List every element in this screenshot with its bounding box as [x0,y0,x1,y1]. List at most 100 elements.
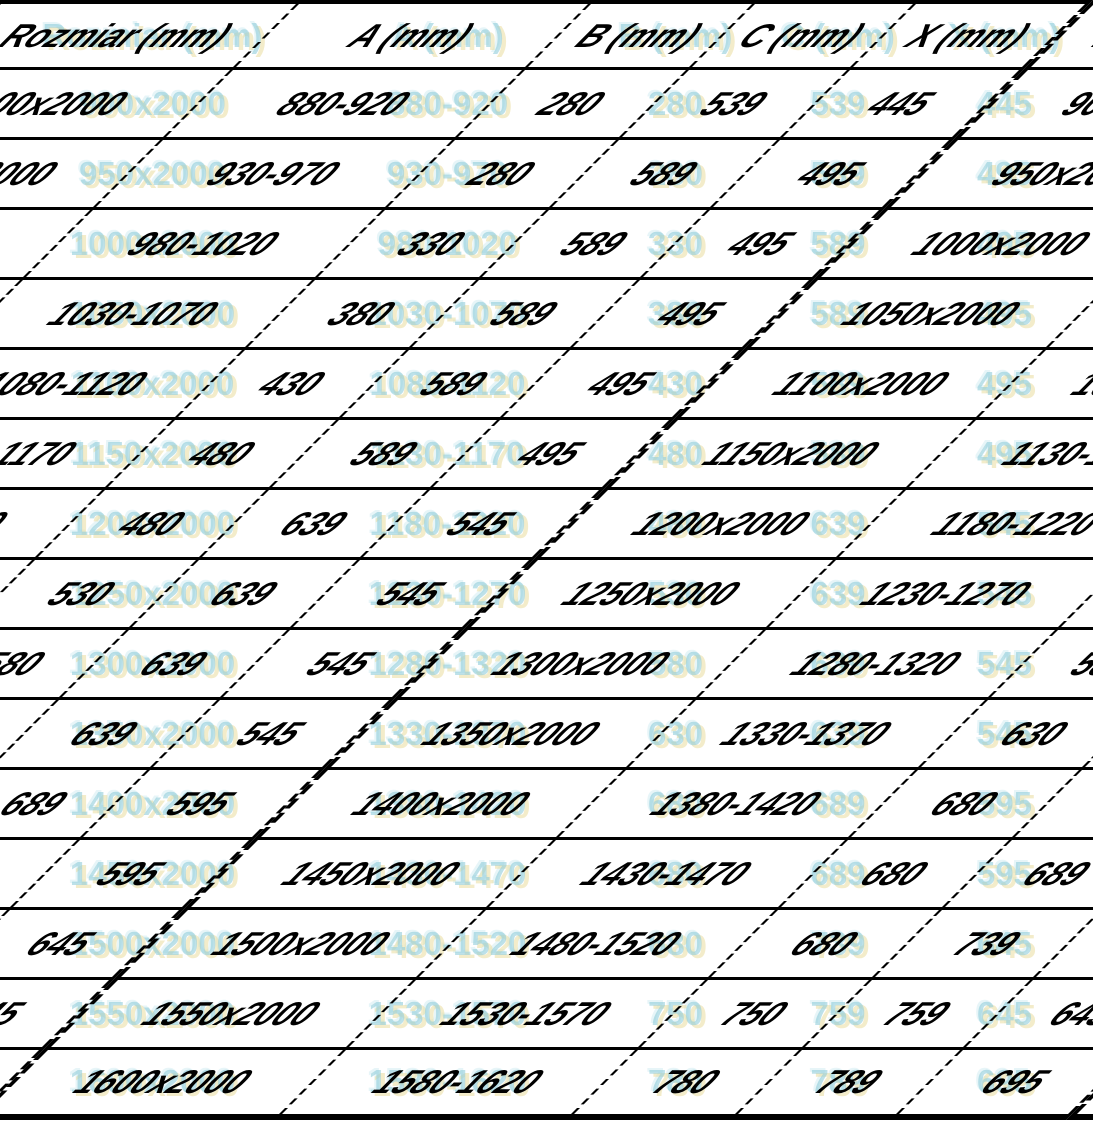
x-cell: 645 [976,924,1033,962]
table-row: 1450x2000 1430-1470 680 689 595 [0,840,1093,910]
size-cell: 950x2000 [79,154,226,192]
c-cell: 789 [810,1063,866,1100]
a-cell: 1430-1470 [368,854,527,892]
size-cell: 1200x2000 [69,504,236,542]
c-cell: 639 [810,644,866,682]
x-cell: 695 [976,1063,1033,1100]
table-row: 1500x2000 1480-1520 680 739 645 [0,910,1093,980]
c-cell: 639 [810,504,866,542]
c-cell: 589 [810,154,866,192]
size-cell: 1300x2000 [69,644,236,682]
x-cell: 545 [976,644,1033,682]
x-cell: 495 [976,294,1033,332]
x-cell: 495 [976,154,1033,192]
c-cell: 589 [810,364,866,402]
c-cell: 739 [810,924,866,962]
size-cell: 900x2000 [79,84,226,122]
b-cell: 480 [647,434,704,472]
size-cell: 1600x2000 [69,1063,236,1100]
x-cell: 495 [976,434,1033,472]
c-cell: 759 [810,994,866,1032]
a-cell: 980-1020 [377,224,518,262]
a-cell: 1080-1120 [369,364,526,402]
b-cell: 280 [647,154,704,192]
x-cell: 595 [976,784,1033,822]
a-cell: 930-970 [386,154,509,192]
table-row: 1300x2000 1280-1320 580 639 545 [0,630,1093,700]
c-cell: 639 [810,574,866,612]
a-cell: 1580-1620 [368,1063,527,1100]
c-cell: 639 [810,714,866,752]
table-row: 1550x2000 1530-1570 750 759 645 [43,980,1093,1050]
a-cell: 1230-1270 [368,574,527,612]
b-cell: 680 [647,854,704,892]
size-cell: 1350x2000 [69,714,236,752]
a-cell: 1330-1370 [368,714,527,752]
a-cell: 1130-1170 [370,434,525,472]
header-cell-x: X (mm) [948,16,1061,54]
a-cell: 1480-1520 [368,924,527,962]
x-cell: 645 [976,994,1033,1032]
a-cell: 1180-1220 [369,504,526,542]
table-row: 1350x2000 1330-1370 630 639 545 [0,700,1093,770]
x-cell: 495 [976,364,1033,402]
size-cell: 1250x2000 [69,574,236,612]
size-cell: 1150x2000 [70,434,235,472]
b-cell: 680 [647,924,704,962]
b-cell: 580 [647,644,704,682]
table-header-row: Rozmiar (mm) A (mm) B (mm) C (mm) X (mm) [0,0,1093,70]
size-cell: 1450x2000 [69,854,236,892]
header-cell-b: B (mm) [618,16,733,54]
c-cell: 589 [810,294,866,332]
b-cell: 430 [647,364,704,402]
table-row: 1600x2000 1580-1620 780 789 695 [0,1050,1093,1120]
x-cell: 595 [976,854,1033,892]
size-cell: 1100x2000 [70,364,235,402]
a-cell: 1280-1320 [368,644,527,682]
c-cell: 689 [810,854,866,892]
table-row: 1150x2000 1130-1170 480 589 495 [0,420,1093,490]
b-cell: 780 [647,1063,704,1100]
b-cell: 630 [647,714,704,752]
table-row: 1100x2000 1080-1120 430 589 495 [0,350,1093,420]
table-row: 1400x2000 1380-1420 680 689 595 [0,770,1093,840]
c-cell: 589 [810,434,866,472]
x-cell: 545 [976,714,1033,752]
b-cell: 530 [647,574,704,612]
table-row: 1600x2000 1580-1620 780 789 695 [0,1050,1093,1120]
size-cell: 1500x2000 [69,924,236,962]
b-cell: 380 [647,294,704,332]
c-cell: 539 [810,84,866,122]
size-cell: 1400x2000 [69,784,236,822]
a-cell: 880-920 [386,84,509,122]
x-cell: 545 [976,574,1033,612]
table-header-row: Rozmiar (mm) A (mm) B (mm) C (mm) X (mm) [0,0,1093,70]
a-cell: 1030-1070 [368,294,527,332]
c-cell: 589 [810,224,866,262]
x-cell: 495 [976,224,1033,262]
table-row: 1250x2000 1230-1270 530 639 545 [0,560,1093,630]
size-cell: 1550x2000 [69,994,236,1032]
header-cell-rozmiar: Rozmiar (mm) [42,16,263,54]
header-cell-c: C (mm) [781,16,895,54]
